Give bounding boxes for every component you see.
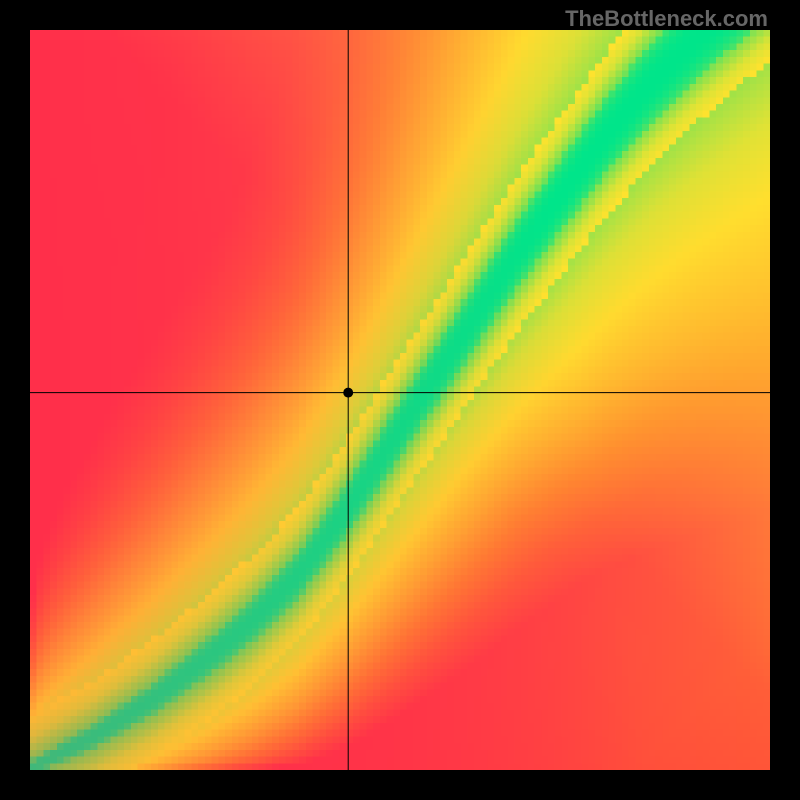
bottleneck-heatmap: [30, 30, 770, 770]
watermark-text: TheBottleneck.com: [565, 6, 768, 32]
chart-container: TheBottleneck.com: [0, 0, 800, 800]
